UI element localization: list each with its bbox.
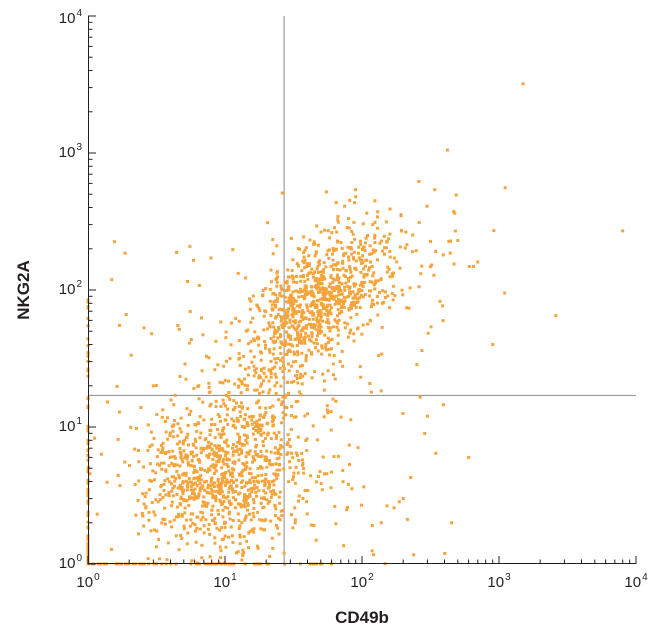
tick-exponent: 4 — [76, 8, 82, 19]
x-tick-3: 103 — [487, 572, 511, 591]
x-tick-0: 100 — [76, 572, 100, 591]
scatter-svg — [86, 15, 637, 566]
tick-base: 10 — [58, 10, 76, 27]
tick-base: 10 — [58, 281, 76, 298]
tick-exponent: 2 — [368, 572, 374, 583]
tick-exponent: 3 — [505, 572, 511, 583]
tick-exponent: 2 — [76, 279, 82, 290]
tick-base: 10 — [487, 574, 505, 591]
y-tick-3: 103 — [30, 142, 82, 161]
x-tick-4: 104 — [624, 572, 648, 591]
axis-lines-and-ticks — [87, 15, 637, 565]
x-axis-title: CD49b — [335, 608, 389, 627]
tick-exponent: 0 — [94, 572, 100, 583]
tick-exponent: 0 — [76, 553, 82, 564]
plot-area — [86, 15, 637, 566]
y-tick-0: 100 — [30, 553, 82, 572]
y-axis-title: NKG2A — [14, 260, 33, 320]
tick-base: 10 — [350, 574, 368, 591]
x-tick-1: 101 — [213, 572, 237, 591]
tick-exponent: 4 — [642, 572, 648, 583]
quadrant-gate-lines — [88, 16, 636, 564]
tick-base: 10 — [624, 574, 642, 591]
tick-exponent: 3 — [76, 142, 82, 153]
y-tick-2: 102 — [30, 279, 82, 298]
scatter-points — [86, 82, 625, 566]
tick-base: 10 — [213, 574, 231, 591]
tick-base: 10 — [58, 555, 76, 572]
y-tick-1: 101 — [30, 416, 82, 435]
tick-exponent: 1 — [76, 416, 82, 427]
tick-base: 10 — [76, 574, 94, 591]
tick-exponent: 1 — [231, 572, 237, 583]
tick-base: 10 — [58, 144, 76, 161]
x-tick-2: 102 — [350, 572, 374, 591]
y-tick-4: 104 — [30, 8, 82, 27]
tick-base: 10 — [58, 418, 76, 435]
